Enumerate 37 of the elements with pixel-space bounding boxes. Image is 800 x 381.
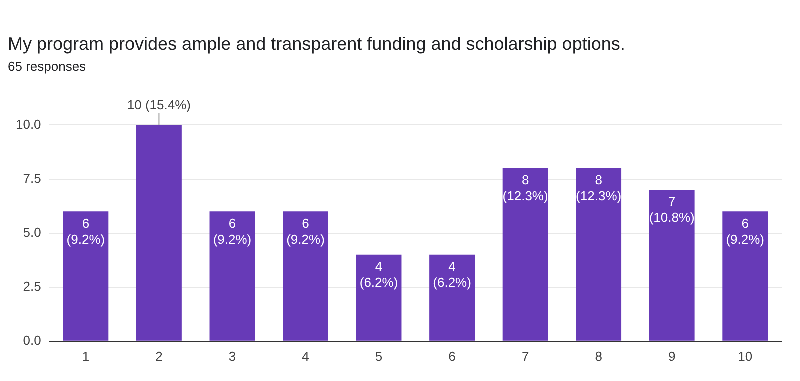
bar [502,168,548,341]
x-tick-label: 7 [522,348,530,364]
x-tick-label: 6 [448,348,456,364]
x-tick-label: 2 [156,348,163,364]
chart-title: My program provides ample and transparent funding and scholarship options. [8,34,626,54]
data-label: 6 (9.2%) [286,216,325,247]
data-label: 4 (6.2%) [433,259,472,290]
x-tick-label: 3 [228,348,236,364]
y-tick-label: 5.0 [23,224,42,240]
bar [283,212,328,341]
bar [649,190,695,341]
x-tick-label: 4 [302,348,310,364]
data-label: 8 (12.3%) [576,172,622,204]
bar [356,254,402,341]
data-label: 6 (9.2%) [726,216,765,247]
data-label: 6 (9.2%) [213,216,252,247]
data-label: 7 (10.8%) [649,194,695,226]
data-label: 10 (15.4%) [127,97,192,112]
bar [136,125,182,341]
x-tick-label: 9 [668,348,676,364]
y-tick-label: 2.5 [23,278,42,294]
data-label: 6 (9.2%) [66,216,106,247]
bar [430,254,475,341]
y-tick-label: 10.0 [16,116,42,132]
bar [576,168,622,341]
x-tick-label: 8 [595,348,602,364]
x-tick-label: 5 [375,348,383,364]
bar [722,212,768,341]
bar [63,212,109,341]
data-label: 4 (6.2%) [360,259,398,290]
x-tick-label: 1 [82,348,90,364]
x-tick-label: 10 [738,348,753,364]
data-label: 8 (12.3%) [502,172,548,204]
bar [210,212,256,341]
y-tick-label: 7.5 [23,170,42,186]
chart-subtitle: 65 responses [8,58,87,74]
y-tick-label: 0.0 [23,332,42,348]
